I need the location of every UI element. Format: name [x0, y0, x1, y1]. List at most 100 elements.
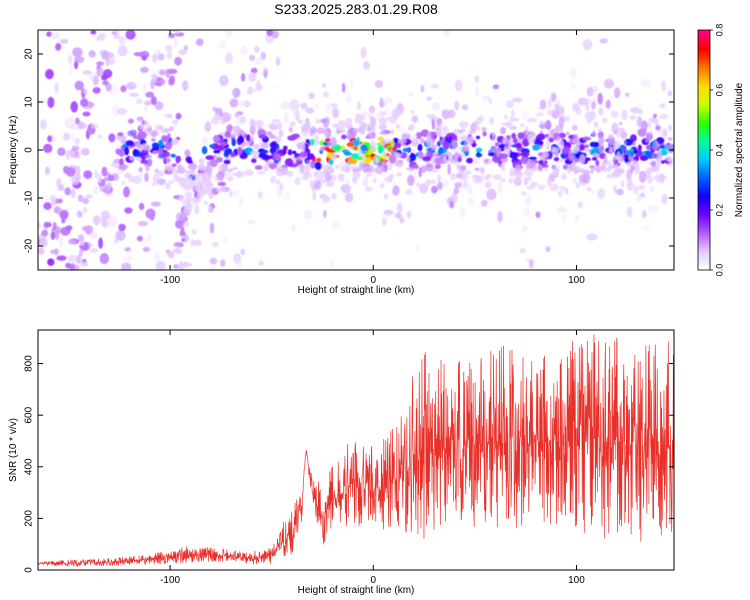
colorbar-strip [698, 218, 710, 221]
colorbar-strip [698, 262, 710, 265]
spectrogram-cell [652, 164, 660, 173]
spectrogram-cell [539, 99, 547, 110]
spectrogram-cell [468, 196, 474, 207]
spectrogram-cell [458, 165, 467, 171]
spectrogram-cell [154, 101, 164, 111]
spectrogram-cell [210, 116, 220, 125]
spectrogram-cell [248, 54, 256, 62]
spectrogram-cell [238, 100, 244, 108]
spectrogram-cell [546, 177, 552, 187]
colorbar-strip [698, 212, 710, 215]
spectrogram-cell [652, 140, 659, 152]
spectrogram-cell [275, 56, 281, 66]
spectrogram-cell [234, 111, 239, 118]
spectrogram-cell [65, 262, 71, 269]
spectrogram-cell [633, 185, 639, 194]
spectrogram-cell [374, 166, 384, 174]
spectrogram-cell [522, 138, 530, 147]
colorbar-strip [698, 258, 710, 261]
spectrogram-cell [636, 102, 642, 111]
y-tick-label: 0 [24, 147, 35, 153]
spectrogram-cell [70, 263, 76, 270]
spectrogram-heatmap [38, 30, 674, 270]
spectrogram-cell [542, 151, 549, 158]
colorbar-strip [698, 38, 710, 41]
colorbar-strip [698, 158, 710, 161]
spectrogram-cell [260, 51, 266, 61]
spectrogram-cell [363, 61, 370, 70]
spectrogram-cell [236, 261, 242, 269]
spectrogram-cell [371, 131, 376, 139]
colorbar-strip [698, 248, 710, 251]
spectrogram-cell [74, 80, 84, 91]
spectrogram-cell [658, 127, 666, 138]
colorbar-strip [698, 178, 710, 181]
spectrogram-cell [316, 157, 322, 163]
spectrogram-cell [282, 164, 288, 169]
spectrogram-cell [224, 131, 232, 138]
colorbar-strip [698, 76, 710, 79]
spectrogram-cell [667, 137, 673, 141]
spectrogram-cell [523, 207, 530, 218]
spectrogram-cell [407, 174, 415, 186]
colorbar-strip [698, 150, 710, 153]
spectrogram-cell [331, 153, 337, 161]
spectrogram-cell [39, 30, 46, 37]
spectrogram-cell [76, 210, 83, 218]
spectrogram-cell [471, 174, 480, 179]
spectrogram-cell [120, 85, 127, 93]
spectrogram-cell [532, 144, 540, 151]
spectrogram-cell [659, 103, 666, 109]
spectrogram-cell [233, 253, 242, 264]
spectrogram-cell [160, 127, 170, 134]
spectrogram-cell [520, 151, 530, 158]
spectrogram-cell [314, 161, 322, 170]
spectrogram-cell [356, 114, 362, 121]
spectrogram-cell [668, 90, 672, 97]
spectrogram-cell [209, 144, 215, 149]
spectrogram-cell [458, 146, 464, 150]
spectrogram-cell [586, 119, 592, 124]
spectrogram-cell [292, 150, 297, 155]
spectrogram-cell [564, 187, 569, 195]
spectrogram-cell [492, 155, 502, 163]
spectrogram-cell [398, 159, 403, 163]
spectrogram-cell [618, 121, 623, 126]
spectrogram-cell [151, 142, 160, 148]
spectrogram-cell [399, 217, 405, 224]
spectrogram-cell [90, 30, 97, 35]
spectrogram-cell [275, 179, 281, 185]
spectrogram-cell [152, 150, 160, 154]
spectrogram-cell [137, 220, 149, 227]
spectrogram-cell [638, 170, 647, 183]
spectrogram-cell [426, 131, 432, 144]
colorbar-strip [698, 216, 710, 219]
colorbar-strip [698, 142, 710, 145]
spectrogram-cell [620, 132, 627, 139]
spectrogram-cell [80, 261, 89, 267]
spectrogram-cell [322, 195, 329, 201]
spectrogram-cell [385, 108, 393, 117]
spectrogram-cell [169, 75, 175, 84]
spectrogram-cell [324, 173, 333, 181]
colorbar-tick-label: 0.0 [714, 264, 724, 277]
spectrogram-cell [143, 105, 148, 113]
spectrogram-cell [476, 116, 485, 121]
colorbar-strip [698, 84, 710, 87]
colorbar-strip [698, 108, 710, 111]
colorbar-strip [698, 220, 710, 223]
spectrogram-cell [660, 160, 666, 164]
colorbar-strip [698, 74, 710, 77]
colorbar-strip [698, 214, 710, 217]
colorbar-strip [698, 58, 710, 61]
spectrogram-cell [556, 206, 567, 213]
spectrogram-cell [374, 80, 384, 88]
spectrogram-cell [446, 132, 456, 139]
spectrogram-cell [507, 140, 511, 150]
colorbar-strip [698, 260, 710, 263]
spectrogram-cell [121, 262, 132, 270]
spectrogram-cell [183, 205, 192, 214]
spectrogram-cell [212, 134, 221, 143]
spectrogram-cell [212, 106, 218, 112]
spectrogram-cell [588, 189, 597, 194]
